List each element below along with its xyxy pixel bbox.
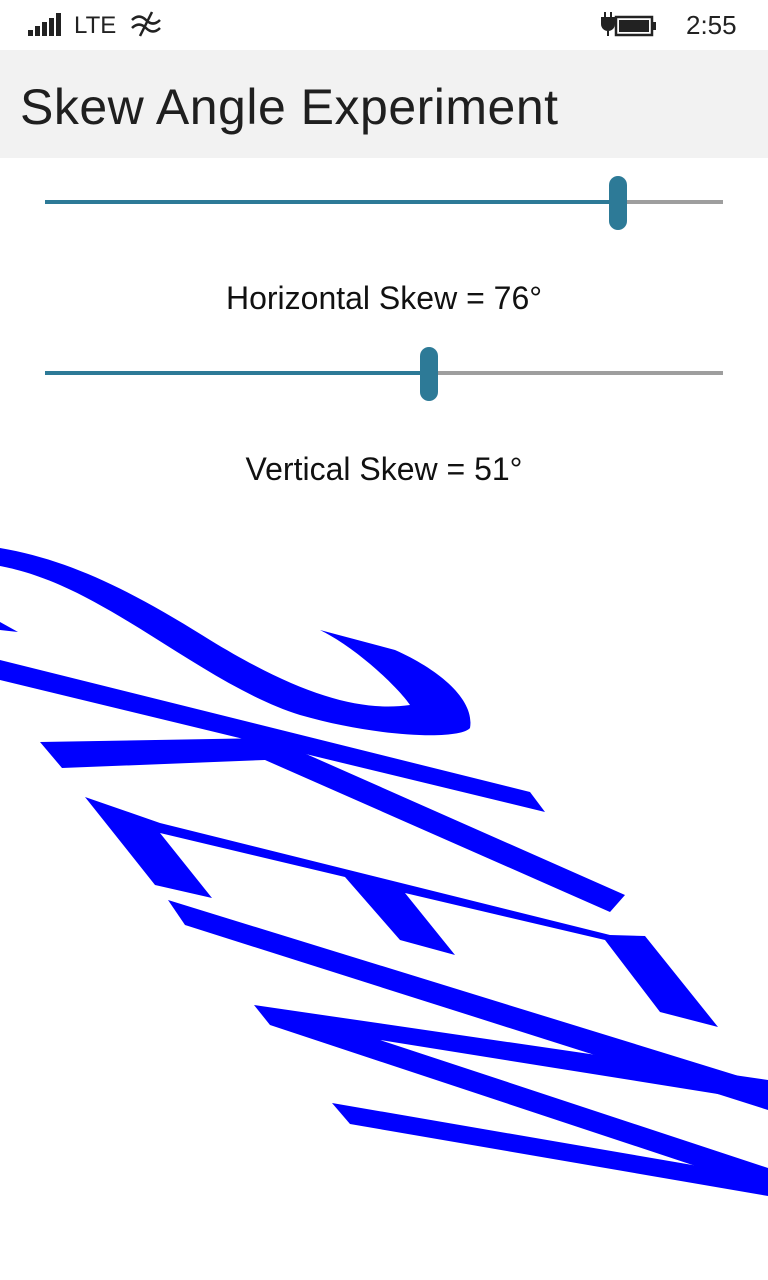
clock-time: 2:55 xyxy=(686,10,737,40)
vertical-skew-slider[interactable] xyxy=(45,347,723,401)
app-header: Skew Angle Experiment xyxy=(0,50,768,158)
network-type: LTE xyxy=(74,12,117,39)
horizontal-skew-slider[interactable] xyxy=(45,176,723,230)
slider-fill xyxy=(45,371,430,375)
battery-charging-icon xyxy=(601,12,656,37)
signal-bars-icon xyxy=(28,13,61,36)
slider-thumb[interactable] xyxy=(608,176,627,230)
skewed-text-art xyxy=(0,548,768,1196)
status-bar: LTE 2:55 xyxy=(0,0,768,50)
skewed-artwork xyxy=(0,548,768,1196)
slider-fill xyxy=(45,200,618,204)
slider-thumb[interactable] xyxy=(420,347,439,401)
horizontal-skew-label: Horizontal Skew = 76° xyxy=(225,280,543,316)
page-title: Skew Angle Experiment xyxy=(20,79,559,135)
vertical-skew-label: Vertical Skew = 51° xyxy=(245,451,523,487)
wifi-sharing-icon xyxy=(131,11,161,37)
